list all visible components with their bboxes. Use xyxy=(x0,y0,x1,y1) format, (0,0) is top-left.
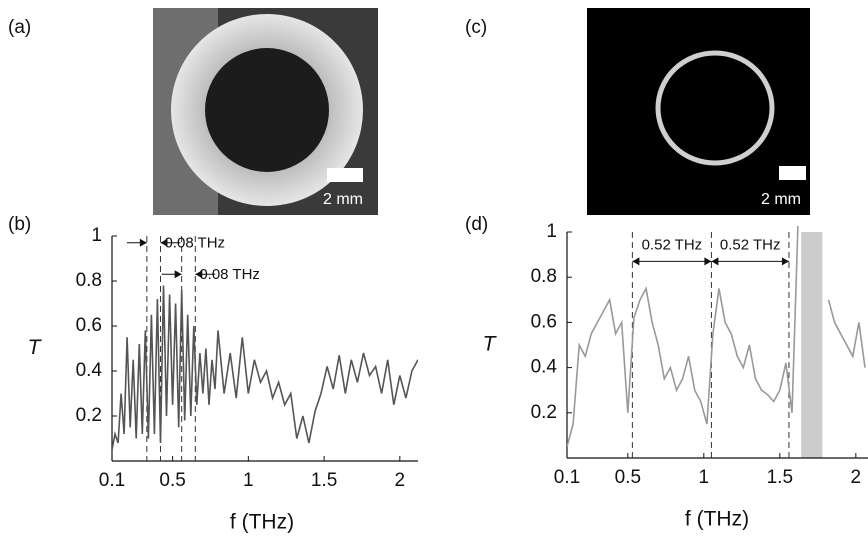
x-tick-label: 0.5 xyxy=(615,467,641,488)
arrow-head xyxy=(195,270,203,279)
shaded-band xyxy=(801,232,823,458)
annotation: 0.08 THz xyxy=(161,266,260,283)
y-tick-label: 0.4 xyxy=(531,357,558,378)
x-tick-label: 1.5 xyxy=(311,470,337,491)
annotation: 0.08 THz xyxy=(126,235,225,252)
scale-label: 2 mm xyxy=(761,191,801,208)
y-tick-label: 0.8 xyxy=(531,266,557,287)
y-tick-label: 0.6 xyxy=(76,315,102,336)
y-tick-label: 0.6 xyxy=(531,311,557,332)
plot: 0.2 0.4 0.6 0.8 1 0.1 0.5 1 1.5 2 Tf (THz) 0.08 THz… xyxy=(28,225,418,534)
y-tick-label: 1 xyxy=(546,221,557,242)
arrow-head xyxy=(632,257,640,266)
arrow-head xyxy=(139,238,147,247)
data-line xyxy=(112,285,418,450)
panel-label: (c) xyxy=(465,17,487,38)
annotation: 0.52 THz xyxy=(711,236,789,266)
annotation-label: 0.08 THz xyxy=(164,235,225,252)
arrow-head xyxy=(704,257,712,266)
x-tick-label: 0.5 xyxy=(159,470,185,491)
arrow-head xyxy=(174,270,182,279)
y-tick-label: 0.2 xyxy=(531,402,557,423)
arrow-head xyxy=(711,257,719,266)
x-axis-label: f (THz) xyxy=(230,511,294,534)
arrow-head xyxy=(160,238,168,247)
x-tick-label: 1.5 xyxy=(767,467,793,488)
photo-c: 2 mm xyxy=(587,8,810,215)
scale-label: 2 mm xyxy=(323,191,363,208)
x-tick-label: 0.1 xyxy=(554,467,580,488)
y-axis-label: T xyxy=(483,333,498,356)
panel-label: (a) xyxy=(8,17,31,38)
y-axis-label: T xyxy=(28,336,43,359)
plot: 0.2 0.4 0.6 0.8 1 0.1 0.5 1 1.5 2 Tf (THz) 0.52 THz… xyxy=(483,221,868,531)
annotation-label: 0.08 THz xyxy=(199,266,260,283)
annotation-label: 0.52 THz xyxy=(720,236,781,253)
y-tick-label: 0.4 xyxy=(76,360,103,381)
x-tick-label: 2 xyxy=(395,470,406,491)
data-line xyxy=(567,226,866,447)
panel-label: (b) xyxy=(8,214,31,235)
annotation: 0.52 THz xyxy=(632,236,712,266)
panel-label: (d) xyxy=(465,214,488,235)
x-axis-label: f (THz) xyxy=(685,508,749,531)
y-tick-label: 0.8 xyxy=(76,270,102,291)
x-tick-label: 1 xyxy=(699,467,710,488)
arrow-head xyxy=(781,257,789,266)
y-tick-label: 0.2 xyxy=(76,405,102,426)
x-tick-label: 2 xyxy=(851,467,862,488)
y-tick-label: 1 xyxy=(91,225,102,246)
photo-a: 2 mm xyxy=(153,8,378,215)
annotation-label: 0.52 THz xyxy=(642,236,703,253)
x-tick-label: 0.1 xyxy=(99,470,125,491)
x-tick-label: 1 xyxy=(243,470,254,491)
